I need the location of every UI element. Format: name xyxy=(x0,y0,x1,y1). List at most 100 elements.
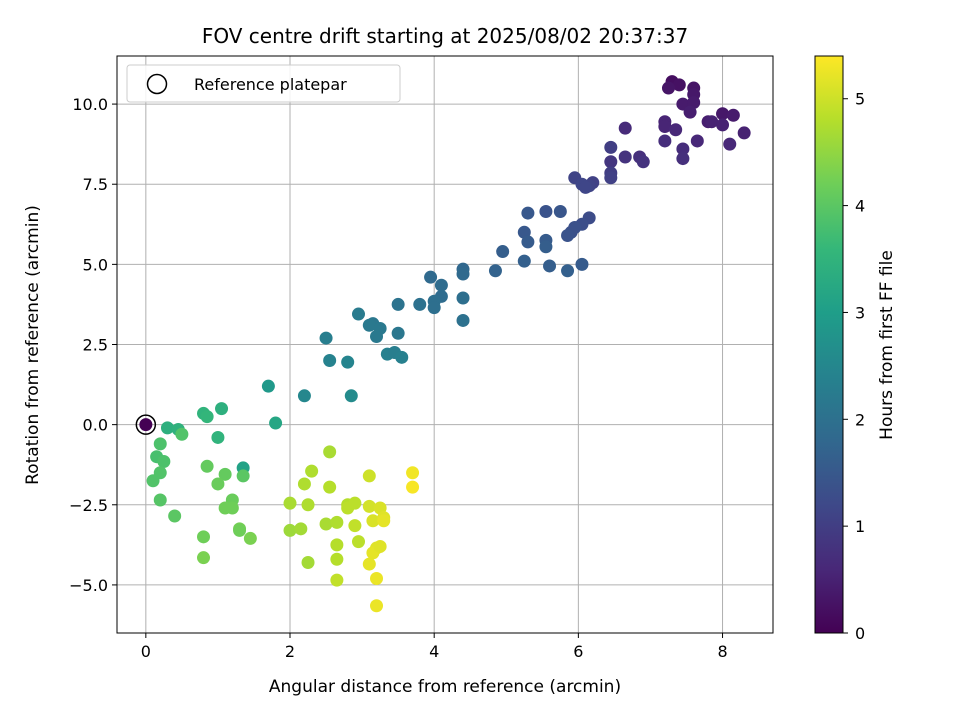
reference-platepar-marker xyxy=(135,414,157,435)
scatter-point xyxy=(160,421,174,435)
x-tick-label: 2 xyxy=(285,642,295,661)
colorbar-tick-label: 1 xyxy=(855,517,865,536)
scatter-point xyxy=(330,538,344,552)
scatter-point xyxy=(561,264,575,278)
scatter-point xyxy=(351,307,365,321)
scatter-point xyxy=(636,155,650,169)
scatter-point xyxy=(716,107,730,121)
scatter-point xyxy=(175,427,189,441)
scatter-point xyxy=(427,301,441,315)
scatter-point xyxy=(362,557,376,571)
y-tick-label: 0.0 xyxy=(83,416,108,435)
scatter-point xyxy=(341,355,355,369)
scatter-point xyxy=(197,551,211,565)
scatter-point xyxy=(168,509,182,523)
scatter-point xyxy=(391,297,405,311)
y-tick-label: 5.0 xyxy=(83,255,108,274)
scatter-point xyxy=(521,206,535,220)
y-tick-label: −2.5 xyxy=(69,496,108,515)
colorbar-tick-label: 0 xyxy=(855,624,865,643)
y-axis-ticks: −5.0 −2.5 0.0 2.5 5.0 7.5 10.0 xyxy=(69,95,117,595)
scatter-point xyxy=(723,137,737,151)
scatter-point xyxy=(496,245,510,259)
scatter-point xyxy=(661,81,675,95)
scatter-point xyxy=(362,318,376,332)
scatter-point xyxy=(139,418,153,432)
scatter-point xyxy=(373,539,387,553)
scatter-point xyxy=(618,150,632,164)
scatter-point xyxy=(683,105,697,119)
scatter-points xyxy=(135,75,751,613)
scatter-point xyxy=(561,229,575,243)
scatter-point xyxy=(370,599,384,613)
chart-title: FOV centre drift starting at 2025/08/02 … xyxy=(202,24,688,48)
y-tick-label: −5.0 xyxy=(69,576,108,595)
x-axis-ticks: 0 2 4 6 8 xyxy=(141,633,728,661)
scatter-point xyxy=(456,313,470,327)
scatter-point xyxy=(211,430,225,444)
scatter-point xyxy=(362,469,376,483)
scatter-point xyxy=(236,469,250,483)
scatter-point xyxy=(456,267,470,281)
scatter-point xyxy=(225,501,239,515)
scatter-point xyxy=(705,115,719,129)
scatter-point xyxy=(233,523,247,537)
scatter-point xyxy=(604,171,618,185)
x-tick-label: 0 xyxy=(141,642,151,661)
x-axis-label: Angular distance from reference (arcmin) xyxy=(269,677,621,697)
scatter-point xyxy=(370,329,384,343)
y-tick-label: 2.5 xyxy=(83,336,108,355)
colorbar-tick-label: 2 xyxy=(855,410,865,429)
colorbar-frame xyxy=(814,55,844,634)
scatter-point xyxy=(319,517,333,531)
scatter-point xyxy=(200,459,214,473)
y-tick-label: 10.0 xyxy=(72,95,108,114)
scatter-point xyxy=(348,496,362,510)
scatter-point xyxy=(323,354,337,368)
scatter-point xyxy=(351,535,365,549)
scatter-point xyxy=(658,134,672,148)
scatter-point xyxy=(301,555,315,569)
colorbar-tick-label: 3 xyxy=(855,303,865,322)
colorbar xyxy=(815,56,843,633)
scatter-point xyxy=(153,437,167,451)
scatter-point xyxy=(672,78,686,92)
scatter-point xyxy=(283,523,297,537)
scatter-point xyxy=(488,264,502,278)
scatter-point xyxy=(539,204,553,218)
legend-entry-reference: Reference platepar xyxy=(194,75,347,94)
scatter-point xyxy=(197,530,211,544)
colorbar-tick-label: 4 xyxy=(855,197,865,216)
scatter-point xyxy=(658,120,672,134)
scatter-point xyxy=(323,445,337,459)
scatter-point xyxy=(604,155,618,169)
scatter-point xyxy=(726,108,740,122)
scatter-point xyxy=(294,522,308,536)
scatter-point xyxy=(521,235,535,249)
scatter-point xyxy=(370,572,384,586)
scatter-point xyxy=(146,474,160,488)
scatter-point xyxy=(406,480,420,494)
scatter-point xyxy=(301,498,315,512)
scatter-point xyxy=(456,291,470,305)
scatter-point xyxy=(366,514,380,528)
scatter-point xyxy=(330,552,344,566)
scatter-point xyxy=(579,180,593,194)
scatter-point xyxy=(215,402,229,416)
colorbar-tick-label: 5 xyxy=(855,90,865,109)
scatter-point xyxy=(406,466,420,480)
colorbar-label: Hours from first FF file xyxy=(877,250,897,440)
scatter-point xyxy=(676,142,690,156)
scatter-point xyxy=(737,126,751,140)
scatter-point xyxy=(517,254,531,268)
y-axis-label: Rotation from reference (arcmin) xyxy=(23,205,43,485)
scatter-point xyxy=(243,531,257,545)
scatter-point xyxy=(391,326,405,340)
scatter-point xyxy=(618,121,632,135)
scatter-point xyxy=(413,297,427,311)
scatter-point xyxy=(200,410,214,424)
scatter-point xyxy=(539,240,553,254)
y-tick-label: 7.5 xyxy=(83,175,108,194)
scatter-point xyxy=(575,257,589,271)
